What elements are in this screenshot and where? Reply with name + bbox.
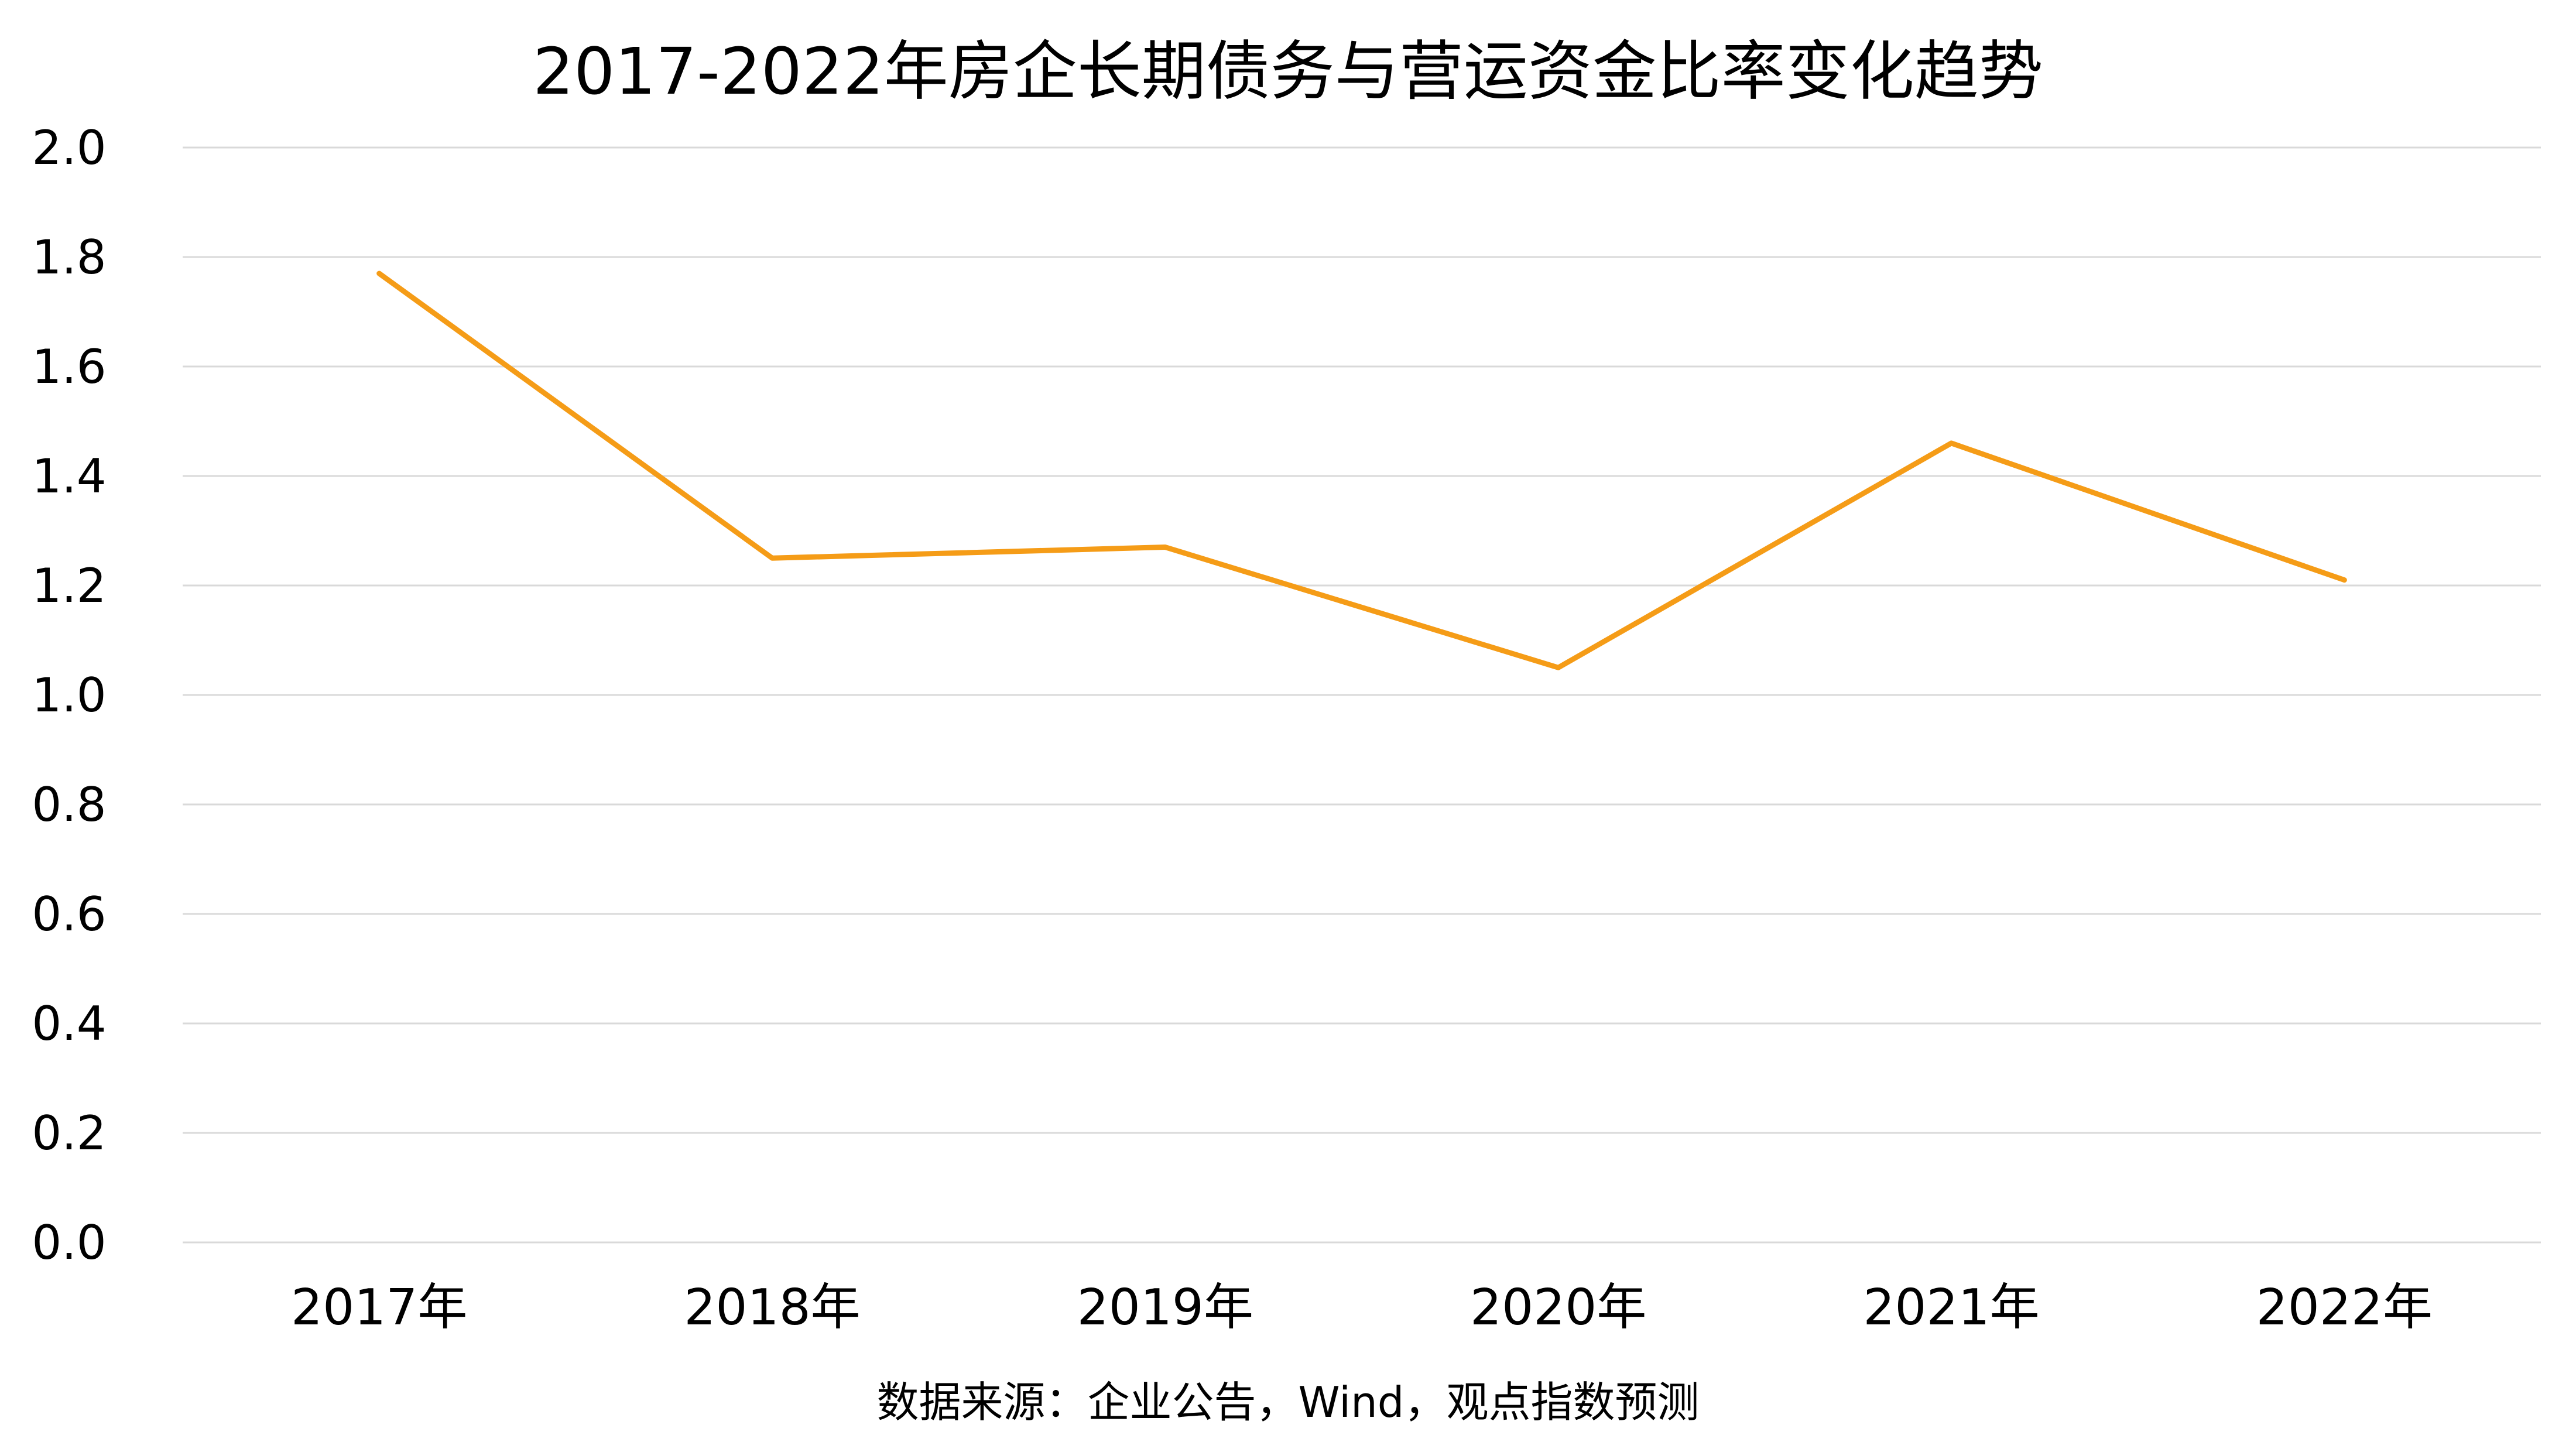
y-tick-label: 0.6 [32,887,106,941]
x-tick-label: 2019年 [1077,1279,1253,1337]
gridlines [183,148,2541,1242]
y-tick-label: 0.8 [32,778,106,832]
y-tick-label: 2.0 [32,121,106,175]
x-tick-label: 2022年 [2256,1279,2433,1337]
y-tick-label: 1.8 [32,230,106,285]
chart-title: 2017-2022年房企长期债务与营运资金比率变化趋势 [533,34,2043,109]
y-tick-label: 1.6 [32,340,106,394]
series-layer [379,273,2345,667]
series-line [379,273,2345,667]
y-tick-label: 1.0 [32,668,106,722]
y-tick-label: 0.4 [32,996,106,1051]
y-tick-label: 1.4 [32,449,106,504]
x-tick-label: 2021年 [1863,1279,2039,1337]
y-tick-label: 0.0 [32,1215,106,1270]
x-tick-label: 2020年 [1470,1279,1646,1337]
y-tick-label: 0.2 [32,1106,106,1160]
x-tick-label: 2017年 [291,1279,467,1337]
x-tick-label: 2018年 [684,1279,860,1337]
y-axis-ticks: 0.0 0.2 0.4 0.6 0.8 1.0 1.2 1.4 1.6 1.8 2.0 [32,121,106,1270]
x-axis-ticks: 2017年 2018年 2019年 2020年 2021年 2022年 [291,1279,2433,1337]
y-tick-label: 1.2 [32,559,106,613]
source-note: 数据来源：企业公告，Wind，观点指数预测 [877,1378,1700,1427]
